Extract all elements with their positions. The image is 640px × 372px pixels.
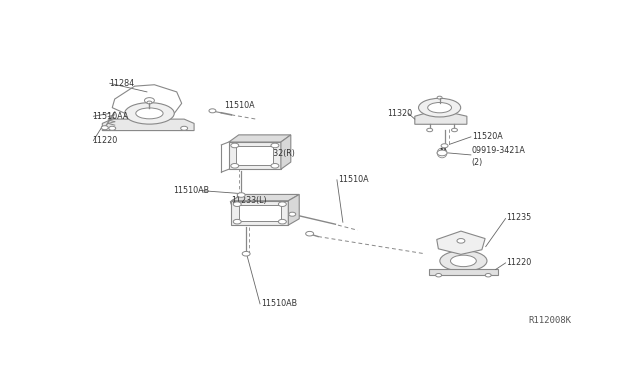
Circle shape xyxy=(427,128,433,132)
Circle shape xyxy=(101,126,108,130)
Bar xyxy=(236,146,273,165)
Circle shape xyxy=(451,128,458,132)
Circle shape xyxy=(145,97,154,103)
Text: 11510AA: 11510AA xyxy=(92,112,129,121)
Text: R112008K: R112008K xyxy=(528,316,571,326)
Ellipse shape xyxy=(419,98,461,117)
Circle shape xyxy=(109,126,116,130)
Text: N: N xyxy=(439,148,445,157)
Circle shape xyxy=(147,101,152,104)
Circle shape xyxy=(271,164,279,168)
Bar xyxy=(239,205,281,221)
Polygon shape xyxy=(102,119,194,131)
Circle shape xyxy=(306,231,314,236)
Bar xyxy=(231,201,288,225)
Text: 11510A: 11510A xyxy=(338,175,369,184)
Bar xyxy=(229,142,281,169)
Circle shape xyxy=(278,219,286,224)
Circle shape xyxy=(437,96,442,99)
Text: 11520A: 11520A xyxy=(472,132,502,141)
Polygon shape xyxy=(229,135,291,142)
Polygon shape xyxy=(415,113,467,124)
Circle shape xyxy=(231,164,239,168)
Text: 11235: 11235 xyxy=(507,214,532,222)
Text: 11510AB: 11510AB xyxy=(261,299,297,308)
Circle shape xyxy=(289,212,296,216)
Polygon shape xyxy=(436,231,485,254)
Circle shape xyxy=(437,150,447,156)
Circle shape xyxy=(233,202,241,206)
Polygon shape xyxy=(231,195,300,201)
Text: 11510AB: 11510AB xyxy=(173,186,209,195)
Circle shape xyxy=(237,193,245,197)
Polygon shape xyxy=(429,269,498,275)
Text: 09919-3421A
(2): 09919-3421A (2) xyxy=(472,146,525,167)
Circle shape xyxy=(209,109,216,113)
Circle shape xyxy=(242,251,250,256)
Ellipse shape xyxy=(136,108,163,119)
Circle shape xyxy=(271,143,279,148)
Circle shape xyxy=(441,144,448,148)
Text: 11220: 11220 xyxy=(92,136,118,145)
Circle shape xyxy=(278,202,286,206)
Circle shape xyxy=(457,238,465,243)
Text: 11284: 11284 xyxy=(109,79,134,88)
Text: 11232(R): 11232(R) xyxy=(259,149,296,158)
Polygon shape xyxy=(281,135,291,169)
Ellipse shape xyxy=(125,103,174,124)
Ellipse shape xyxy=(428,103,451,113)
Circle shape xyxy=(233,219,241,224)
Text: 11320: 11320 xyxy=(388,109,413,118)
Ellipse shape xyxy=(440,251,487,271)
Text: 11233(L): 11233(L) xyxy=(231,196,267,205)
Text: 11510A: 11510A xyxy=(224,101,255,110)
Circle shape xyxy=(436,273,442,277)
Polygon shape xyxy=(288,195,300,225)
Ellipse shape xyxy=(451,255,476,267)
Circle shape xyxy=(180,126,188,130)
Circle shape xyxy=(485,273,491,277)
Circle shape xyxy=(231,143,239,148)
Text: 11220: 11220 xyxy=(507,258,532,267)
